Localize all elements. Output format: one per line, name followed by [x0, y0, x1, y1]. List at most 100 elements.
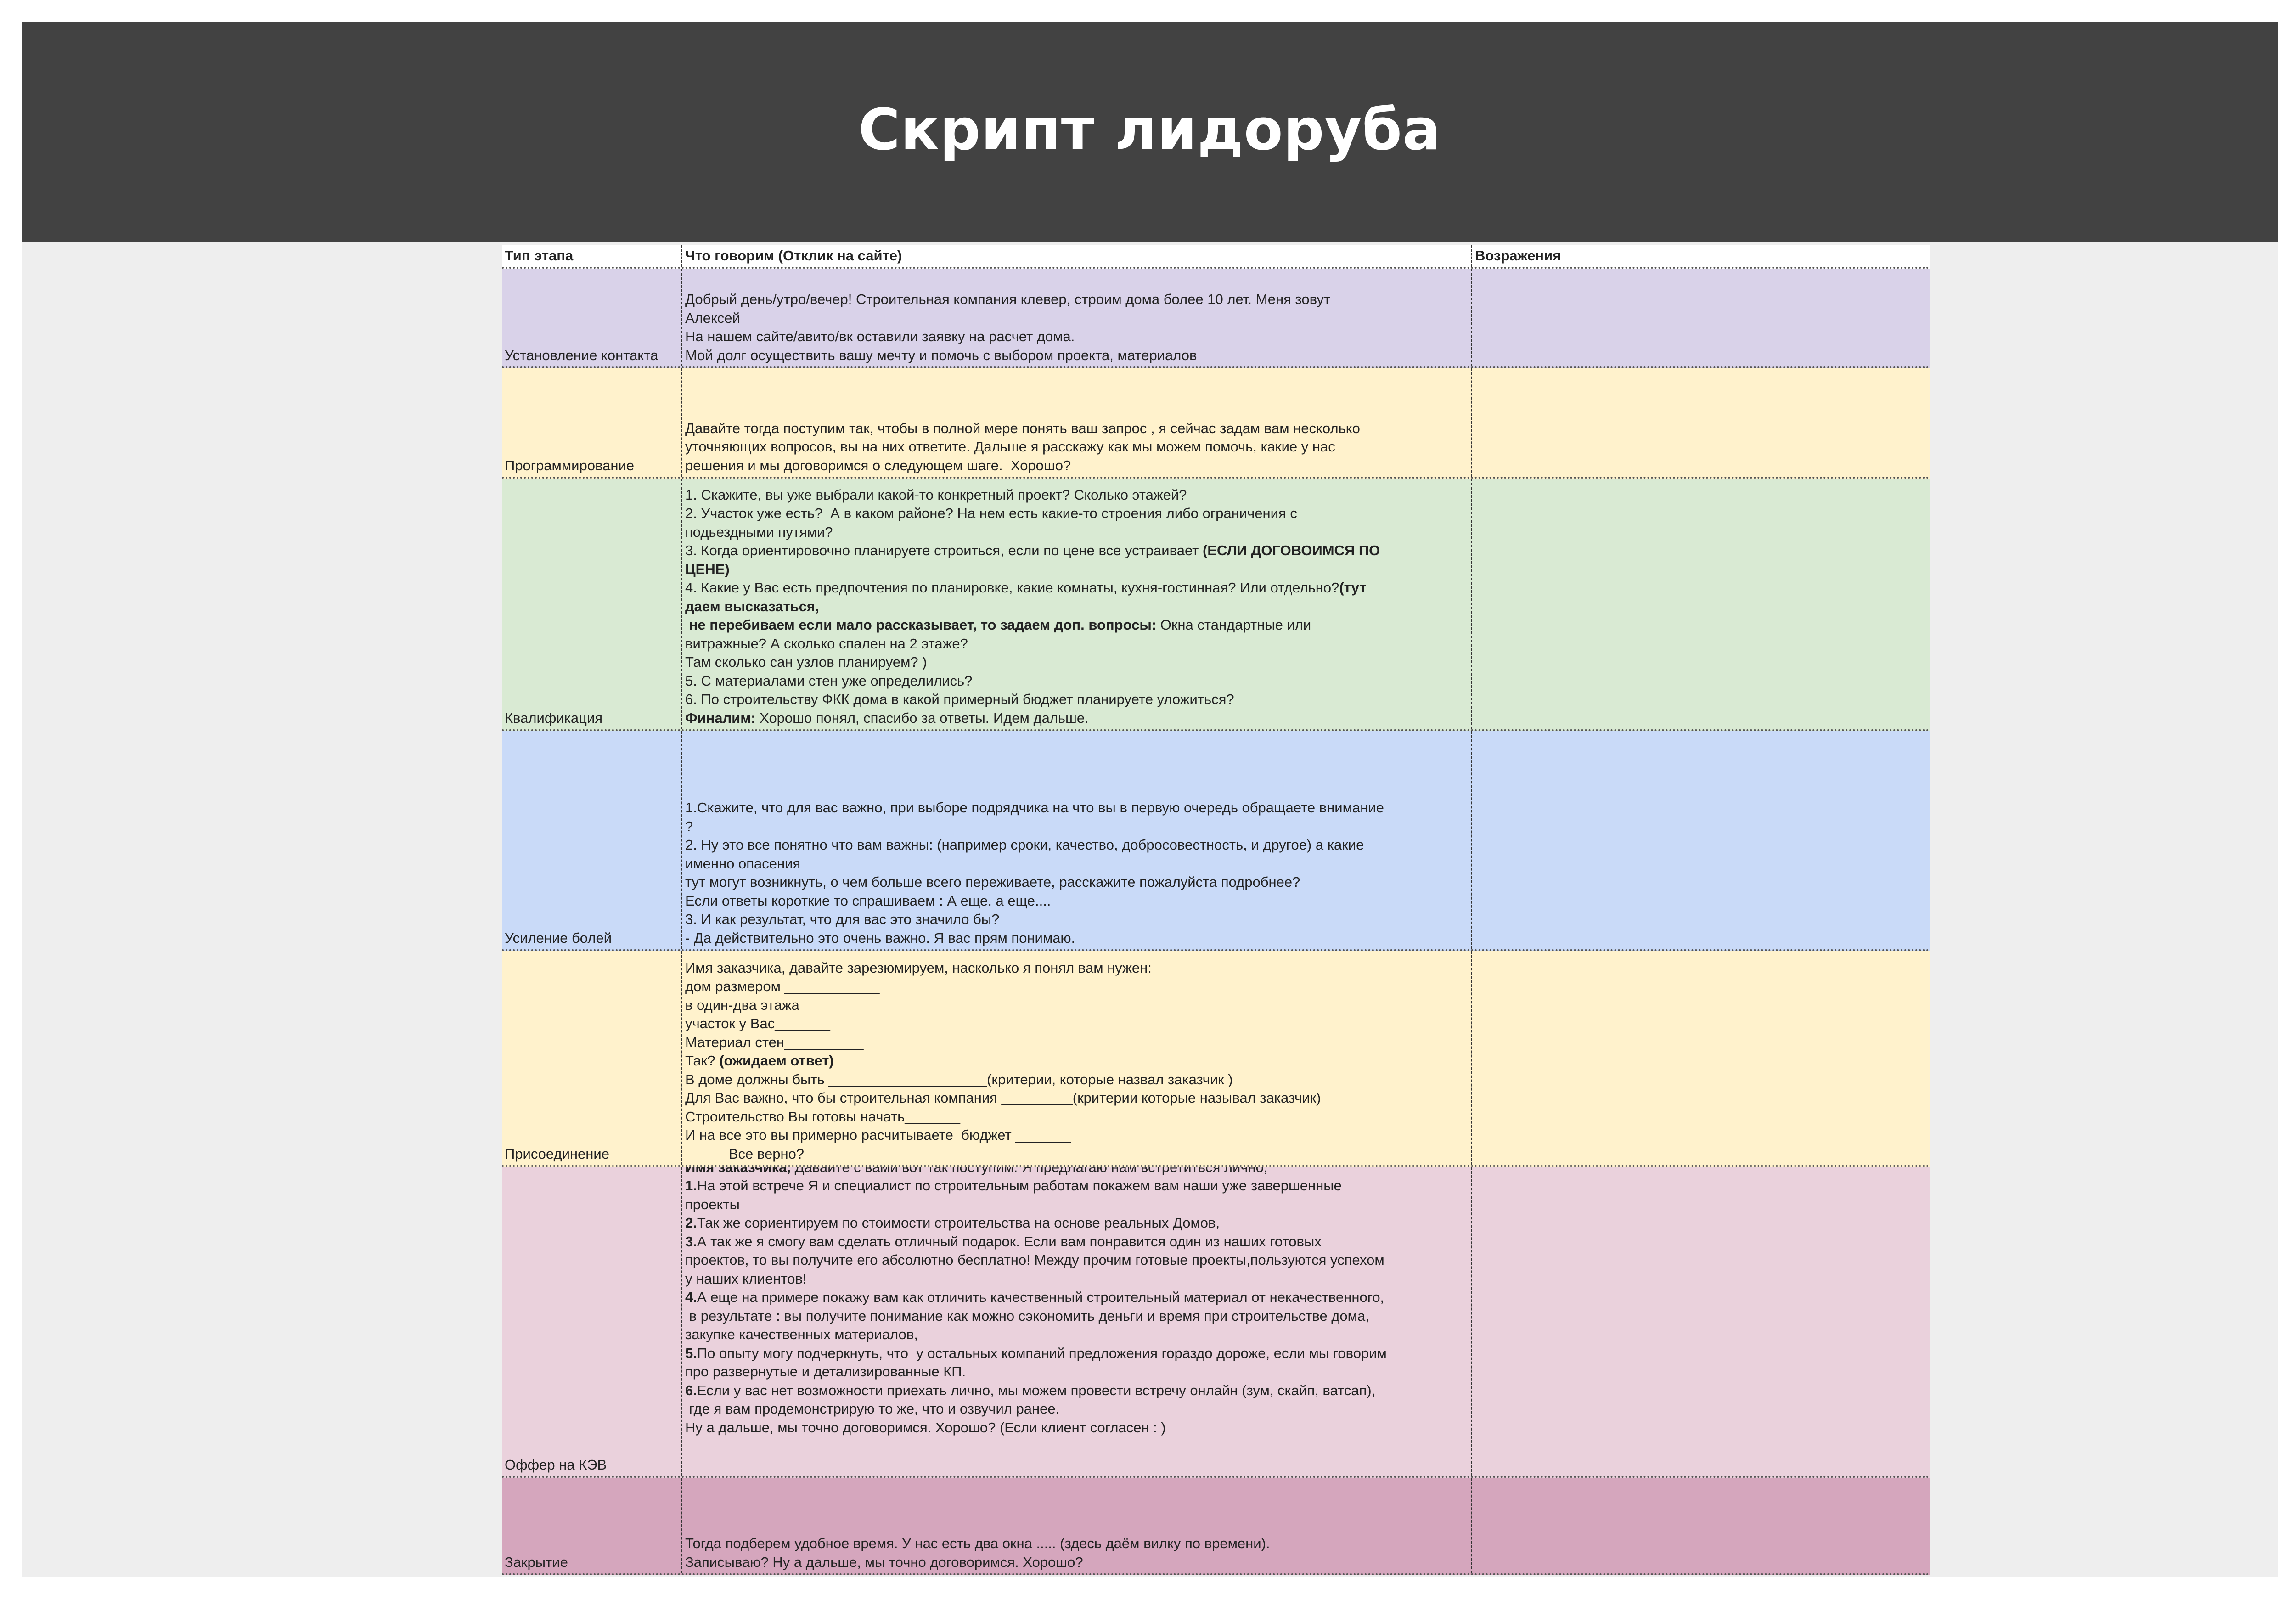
objections-cell [1472, 1478, 1930, 1573]
text-segment: Давайте тогда поступим так, чтобы в полн… [685, 420, 1360, 436]
script-line: 6.Если у вас нет возможности приехать ли… [685, 1381, 1468, 1400]
text-segment: именно опасения [685, 855, 801, 872]
script-line: проектов, то вы получите его абсолютно б… [685, 1251, 1468, 1270]
script-line: Если ответы короткие то спрашиваем : А е… [685, 892, 1468, 911]
text-segment: проектов, то вы получите его абсолютно б… [685, 1252, 1384, 1268]
script-line: Записываю? Ну а дальше, мы точно договор… [685, 1553, 1468, 1572]
script-text-cell: 1.Скажите, что для вас важно, при выборе… [682, 731, 1472, 949]
table-row: Присоединение Имя заказчика, давайте заре… [502, 951, 1930, 1167]
script-line: Так? (ожидаем ответ) [685, 1052, 1468, 1070]
bold-text-segment: 5. [685, 1345, 697, 1361]
bold-text-segment: Имя заказчика, [685, 1167, 791, 1175]
table-row: Закрытие Тогда подберем удобное время. У … [502, 1478, 1930, 1575]
text-segment: Окна стандартные или [1156, 617, 1311, 633]
script-line: 1.Скажите, что для вас важно, при выборе… [685, 799, 1468, 817]
script-text-cell: 1. Скажите, вы уже выбрали какой-то конк… [682, 479, 1472, 729]
text-segment: Тогда подберем удобное время. У нас есть… [685, 1535, 1270, 1551]
stage-cell: Программирование [502, 368, 682, 477]
text-segment: По опыту могу подчеркнуть, что у остальн… [697, 1345, 1387, 1361]
script-line: Тогда подберем удобное время. У нас есть… [685, 1534, 1468, 1553]
script-line: именно опасения [685, 855, 1468, 873]
stage-cell: Усиление болей [502, 731, 682, 949]
script-line: В доме должны быть ____________________(… [685, 1070, 1468, 1089]
script-line: Имя заказчика, давайте зарезюмируем, нас… [685, 959, 1468, 978]
text-segment: Хорошо понял, спасибо за ответы. Идем да… [755, 710, 1089, 726]
stage-label: Квалификация [505, 710, 602, 726]
script-line: _____ Все верно? [685, 1145, 1468, 1164]
text-segment: закупке качественных материалов, [685, 1326, 918, 1342]
script-line: 2.Так же сориентируем по стоимости строи… [685, 1214, 1468, 1233]
stage-cell: Квалификация [502, 479, 682, 729]
stage-cell: Присоединение [502, 951, 682, 1165]
script-line: Имя заказчика, Давайте с вами вот так по… [685, 1167, 1468, 1177]
stage-cell: Закрытие [502, 1478, 682, 1573]
text-segment: На этой встрече Я и специалист по строит… [697, 1177, 1342, 1194]
script-line: Давайте тогда поступим так, чтобы в полн… [685, 419, 1468, 438]
script-line: про развернутые и детализированные КП. [685, 1363, 1468, 1381]
text-segment: И на все это вы примерно расчитываете бю… [685, 1127, 1071, 1143]
stage-label: Программирование [505, 457, 635, 473]
script-table: Тип этапа Что говорим (Отклик на сайте) … [502, 245, 1930, 1575]
script-line: Мой долг осуществить вашу мечту и помочь… [685, 346, 1468, 365]
script-line: даем высказаться, [685, 597, 1468, 616]
script-line: у наших клиентов! [685, 1270, 1468, 1289]
table-row: Усиление болей 1.Скажите, что для вас важ… [502, 731, 1930, 951]
text-segment: Имя заказчика, давайте зарезюмируем, нас… [685, 959, 1152, 976]
objections-cell [1472, 731, 1930, 949]
text-segment: Материал стен__________ [685, 1034, 864, 1050]
script-line: Ну а дальше, мы точно договоримся. Хорош… [685, 1419, 1468, 1437]
bold-text-segment: даем высказаться, [685, 598, 819, 614]
script-line: 1.На этой встрече Я и специалист по стро… [685, 1177, 1468, 1195]
text-segment: 4. Какие у Вас есть предпочтения по план… [685, 580, 1339, 596]
text-segment: 2. Ну это все понятно что вам важны: (на… [685, 837, 1364, 853]
text-segment: 3. И как результат, что для вас это знач… [685, 911, 1000, 927]
script-text-cell: Тогда подберем удобное время. У нас есть… [682, 1478, 1472, 1573]
header-stage-type: Тип этапа [502, 245, 682, 267]
script-line: витражные? А сколько спален на 2 этаже? [685, 635, 1468, 654]
script-text-cell: Давайте тогда поступим так, чтобы в полн… [682, 368, 1472, 477]
text-segment: Так? [685, 1053, 720, 1069]
script-line: проекты [685, 1195, 1468, 1214]
script-line: 2. Участок уже есть? А в каком районе? Н… [685, 504, 1468, 523]
bold-text-segment: Финалим: [685, 710, 756, 726]
script-line: 3. Когда ориентировочно планируете строи… [685, 541, 1468, 560]
text-segment: в один-два этажа [685, 997, 799, 1013]
script-line: 4.А еще на примере покажу вам как отличи… [685, 1288, 1468, 1307]
script-line: тут могут возникнуть, о чем больше всего… [685, 873, 1468, 892]
bold-text-segment: ЦЕНЕ) [685, 561, 730, 577]
stage-cell: Оффер на КЭВ [502, 1167, 682, 1476]
text-segment: про развернутые и детализированные КП. [685, 1363, 966, 1380]
text-segment: Давайте с вами вот так поступим. Я предл… [790, 1167, 1268, 1175]
text-segment: Записываю? Ну а дальше, мы точно договор… [685, 1554, 1083, 1570]
stage-label: Закрытие [505, 1554, 568, 1570]
text-segment: Добрый день/утро/вечер! Строительная ком… [685, 291, 1331, 307]
script-text-cell: Имя заказчика, Давайте с вами вот так по… [682, 1167, 1472, 1476]
script-line: где я вам продемонстрирую то же, что и о… [685, 1400, 1468, 1419]
script-line: подьездными путями? [685, 523, 1468, 542]
script-line: не перебиваем если мало рассказывает, то… [685, 616, 1468, 635]
text-segment: Для Вас важно, что бы строительная компа… [685, 1090, 1321, 1106]
script-line [685, 1437, 1468, 1456]
objections-cell [1472, 1167, 1930, 1476]
bold-text-segment: (тут [1339, 580, 1367, 596]
text-segment: подьездными путями? [685, 524, 833, 540]
text-segment: На нашем сайте/авито/вк оставили заявку … [685, 328, 1075, 344]
text-segment: Так же сориентируем по стоимости строите… [697, 1215, 1220, 1231]
bold-text-segment: 2. [685, 1215, 697, 1231]
text-segment: 1. Скажите, вы уже выбрали какой-то конк… [685, 486, 1187, 503]
text-segment: - Да действительно это очень важно. Я ва… [685, 930, 1075, 946]
bold-text-segment: (ЕСЛИ ДОГОВОИМСЯ ПО [1202, 542, 1380, 558]
script-line: 5. С материалами стен уже определились? [685, 672, 1468, 691]
text-segment: проекты [685, 1196, 740, 1212]
stage-cell: Установление контакта [502, 269, 682, 366]
header-objections: Возражения [1475, 248, 1561, 264]
script-line: уточняющих вопросов, вы на них ответите.… [685, 438, 1468, 456]
script-line: Материал стен__________ [685, 1033, 1468, 1052]
text-segment: А так же я смогу вам сделать отличный по… [697, 1233, 1322, 1250]
text-segment: Если у вас нет возможности приехать личн… [697, 1382, 1376, 1398]
text-segment: Ну а дальше, мы точно договоримся. Хорош… [685, 1419, 1166, 1436]
text-segment: _____ Все верно? [685, 1145, 805, 1162]
table-row: Квалификация 1. Скажите, вы уже выбрали к… [502, 479, 1930, 731]
stage-label: Оффер на КЭВ [505, 1456, 607, 1473]
stage-label: Присоединение [505, 1145, 609, 1162]
